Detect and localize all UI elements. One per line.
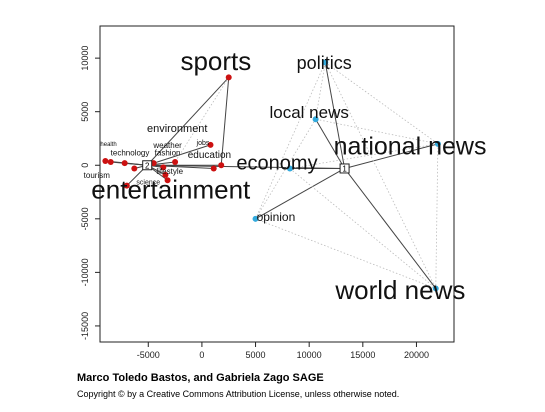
point-11 [123,182,130,189]
edge-20 [147,164,345,169]
point-3 [434,140,441,147]
edge-31 [255,62,326,219]
edge-21 [220,77,230,166]
hub-box-1 [339,163,350,174]
node-label-lifestyle: lifestyle [156,167,183,176]
source-credit: Marco Toledo Bastos, and Gabriela Zago S… [77,372,324,384]
hubs-layer: 12 [142,160,350,174]
point-16 [172,159,179,166]
point-17 [207,141,214,148]
y-tick-label: -15000 [80,312,90,340]
edge-29 [255,218,436,289]
node-label-technology: technology [111,149,150,158]
edge-25 [315,62,326,120]
node-label-politics: politics [297,53,352,73]
x-tick-label: -5000 [137,350,160,360]
point-14 [162,171,169,178]
node-label-health: health [100,142,116,148]
edge-32 [289,168,437,289]
x-axis: -5000 0 5000 10000 15000 20000 [137,342,429,360]
y-tick-label: 0 [80,163,90,168]
point-4 [286,165,293,172]
x-tick-label: 5000 [246,350,266,360]
y-tick-label: 10000 [80,46,90,71]
point-1 [322,59,329,66]
point-19 [218,162,225,169]
x-tick-label: 15000 [350,350,375,360]
y-tick-label: -10000 [80,258,90,286]
hub-label-2: 2 [145,161,150,170]
x-tick-label: 0 [199,350,204,360]
node-label-sports: sports [180,46,251,76]
node-label-local-news: local news [269,103,348,122]
hub-box-2 [142,160,153,171]
copyright-notice: Copyright © by a Creative Commons Attrib… [77,389,400,399]
node-label-economy: economy [236,153,317,175]
hub-label-1: 1 [342,164,347,173]
edge-26 [435,143,439,289]
point-6 [432,285,439,292]
node-label-jobs: jobs [196,140,210,147]
node-label-fashion: fashion [155,149,181,158]
node-label-environment: environment [147,123,208,135]
point-15 [164,177,171,184]
edge-5 [344,168,437,289]
node-label-science: science [136,180,160,187]
edge-0 [324,62,346,169]
node-label-entertainment: entertainment [91,174,251,204]
node-label-world-news: world news [334,275,465,305]
point-8 [107,159,114,166]
point-9 [121,160,128,167]
point-7 [102,157,109,164]
edge-27 [289,143,438,169]
node-label-opinion: opinion [257,210,296,224]
point-0 [225,74,232,81]
edge-23 [325,62,439,145]
edge-22 [174,77,230,163]
node-label-education: education [188,150,231,161]
y-tick-label: 5000 [80,102,90,122]
point-10 [131,165,138,172]
labels-layer: sports politics local news national news eco… [84,46,487,305]
edge-2 [344,143,439,169]
point-2 [312,116,319,123]
node-label-national-news: national news [334,133,487,161]
x-tick-label: 20000 [404,350,429,360]
edge-6 [146,77,230,166]
plot-frame [99,25,455,343]
edge-1 [315,118,346,169]
node-label-tourism: tourism [84,171,111,180]
edge-24 [324,62,437,289]
x-tick-label: 10000 [297,350,322,360]
y-axis: -15000 -10000 -5000 0 5000 10000 [80,46,100,340]
y-tick-label: -5000 [80,207,90,230]
edge-17 [147,144,211,166]
node-label-weather: weather [152,141,182,150]
point-18 [210,165,217,172]
point-5 [252,215,259,222]
point-13 [160,164,167,171]
edge-4 [255,168,345,220]
